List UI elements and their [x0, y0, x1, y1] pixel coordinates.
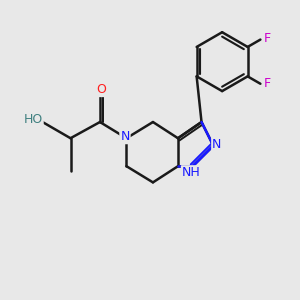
Text: F: F	[263, 32, 270, 45]
Text: NH: NH	[182, 166, 201, 179]
Text: O: O	[97, 83, 106, 96]
Text: N: N	[212, 138, 221, 151]
Text: N: N	[120, 130, 130, 143]
Text: HO: HO	[23, 112, 43, 126]
Text: F: F	[263, 77, 270, 90]
